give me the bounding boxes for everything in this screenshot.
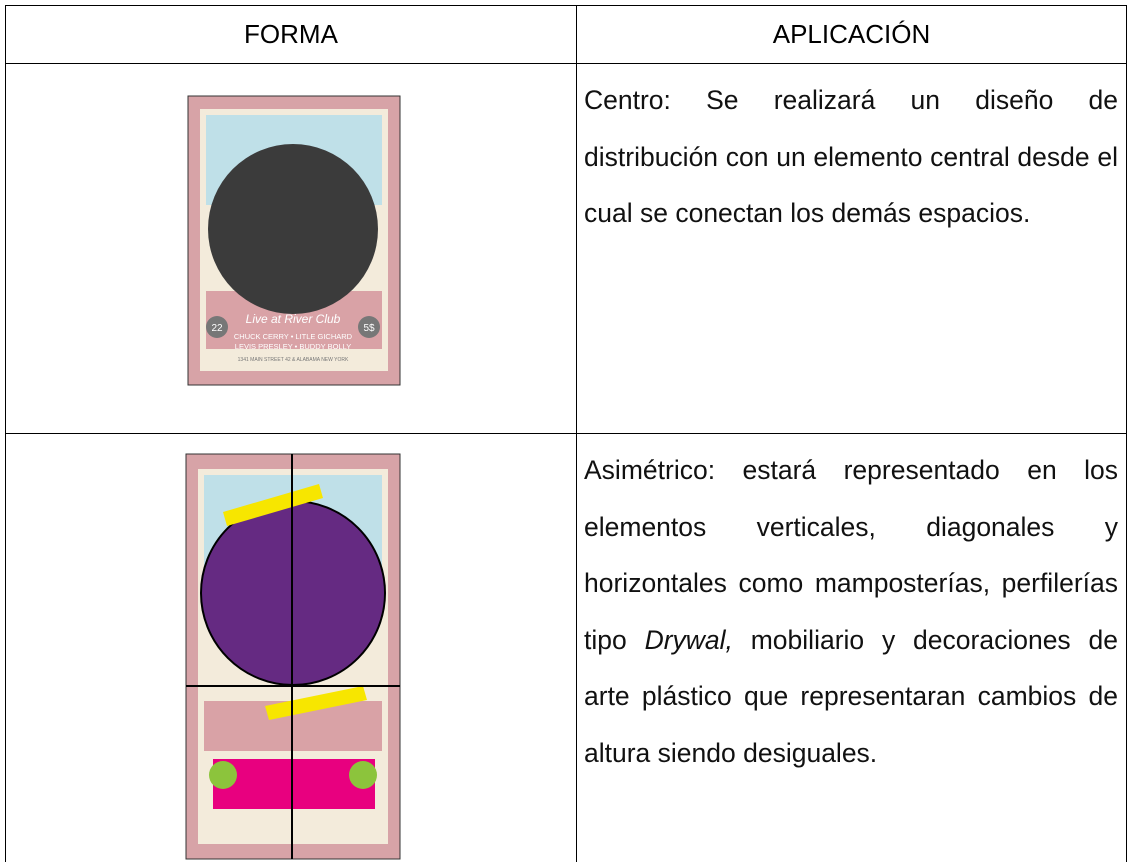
header-cell: FORMA <box>5 5 577 64</box>
text-run: mobiliario y decoraciones de arte plásti… <box>584 624 1118 768</box>
image-cell: 22 5$ Live at River Club CHUCK CERRY • L… <box>5 63 577 434</box>
table-row: 22 5$ Live at River Club CHUCK CERRY • L… <box>5 63 1127 434</box>
poster-center: 22 5$ Live at River Club CHUCK CERRY • L… <box>187 95 401 386</box>
text-cell: Asimétrico: estará representado en los e… <box>576 433 1127 862</box>
poster-line: CHUCK CERRY • LITLE GICHARD <box>234 332 353 341</box>
text-run-italic: Drywal, <box>644 624 733 655</box>
poster-line: 1341 MAIN STREET 42 & ALABAMA NEW YORK <box>238 357 349 363</box>
poster-asymmetric <box>185 453 401 860</box>
poster-line: LEVIS PRESLEY • BUDDY BOLLY <box>235 342 351 351</box>
text-run: Asimétrico: estará representado en los e… <box>584 455 1118 655</box>
poster-badge: 22 <box>211 323 223 334</box>
paragraph: Asimétrico: estará representado en los e… <box>577 434 1126 781</box>
paragraph: Centro: Se realizará un diseño de distri… <box>584 85 1118 228</box>
form-table: FORMA APLICACIÓN 22 5$ Live at River Clu… <box>5 5 1127 862</box>
text-cell: Centro: Se realizará un diseño de distri… <box>576 63 1127 434</box>
poster-title: Live at River Club <box>246 312 341 326</box>
image-cell <box>5 433 577 862</box>
header-cell: APLICACIÓN <box>576 5 1127 64</box>
poster-badge: 5$ <box>363 323 375 334</box>
header-row: FORMA APLICACIÓN <box>5 5 1127 64</box>
table-row: Asimétrico: estará representado en los e… <box>5 433 1127 862</box>
